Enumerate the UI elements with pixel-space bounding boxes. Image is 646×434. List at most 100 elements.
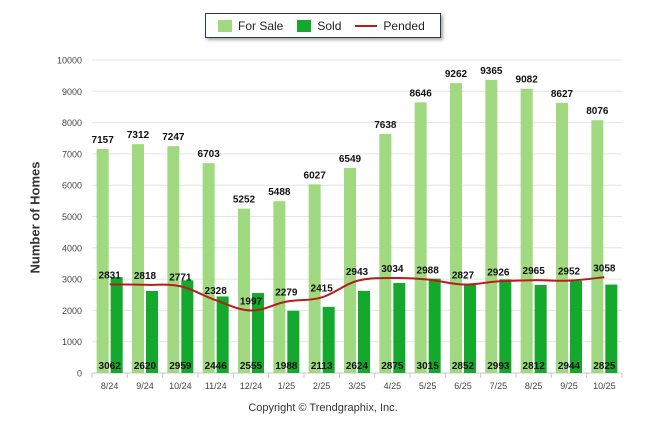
legend-label-pended: Pended — [383, 18, 425, 33]
legend-swatch-for-sale — [218, 19, 232, 32]
y-tick-label: 8000 — [62, 118, 82, 128]
data-label-for-sale: 6027 — [304, 170, 327, 181]
data-label-sold: 2555 — [240, 361, 263, 372]
bar-sold — [534, 284, 547, 373]
bar-sold — [216, 296, 229, 373]
data-label-pended: 1997 — [240, 296, 263, 307]
bar-sold — [322, 306, 335, 373]
legend-swatch-pended — [355, 24, 378, 27]
data-label-for-sale: 8646 — [410, 88, 433, 99]
y-tick-label: 6000 — [62, 181, 82, 191]
data-label-pended: 3034 — [381, 264, 404, 275]
bar-sold — [110, 277, 123, 373]
data-label-pended: 2415 — [311, 283, 334, 294]
y-tick-label: 10000 — [57, 56, 82, 66]
data-label-sold: 2959 — [169, 361, 192, 372]
x-tick-label: 10/25 — [593, 381, 616, 391]
bar-sold — [605, 284, 618, 373]
bar-sold — [358, 290, 370, 373]
bar-for-sale — [273, 201, 286, 373]
x-tick-label: 10/24 — [169, 381, 192, 391]
y-tick-label: 3000 — [62, 275, 82, 285]
data-label-for-sale: 6703 — [198, 149, 221, 160]
x-tick-label: 2/25 — [313, 381, 331, 391]
x-tick-label: 8/24 — [101, 381, 119, 391]
x-tick-label: 8/25 — [525, 381, 543, 391]
y-tick-label: 2000 — [62, 306, 82, 316]
legend-item-pended[interactable]: Pended — [355, 18, 425, 33]
data-label-pended: 2926 — [487, 267, 510, 278]
data-label-for-sale: 9082 — [516, 75, 539, 86]
legend: For Sale Sold Pended — [205, 13, 441, 38]
line-pended — [109, 276, 605, 312]
x-tick-label: 4/25 — [384, 381, 402, 391]
y-tick-label: 0 — [77, 369, 82, 379]
bar-sold — [287, 310, 300, 373]
y-tick-label: 9000 — [62, 87, 82, 97]
x-tick-label: 3/25 — [348, 381, 366, 391]
bar-for-sale — [344, 168, 356, 373]
bar-sold — [181, 280, 194, 373]
data-label-pended: 3058 — [593, 263, 616, 274]
data-label-sold: 3015 — [417, 361, 440, 372]
data-label-pended: 2988 — [417, 265, 440, 276]
data-label-sold: 2113 — [311, 361, 333, 372]
data-label-pended: 2831 — [99, 270, 122, 281]
legend-label-for-sale: For Sale — [238, 18, 284, 33]
legend-item-for-sale[interactable]: For Sale — [218, 19, 283, 33]
data-label-pended: 2952 — [558, 267, 581, 278]
data-label-sold: 2852 — [452, 361, 475, 372]
data-label-sold: 2944 — [558, 361, 581, 372]
data-label-for-sale: 7312 — [127, 130, 150, 141]
bar-for-sale — [238, 208, 250, 373]
data-label-pended: 2279 — [275, 288, 298, 299]
data-label-for-sale: 7638 — [374, 120, 397, 131]
bar-for-sale — [132, 144, 144, 373]
bar-sold — [570, 280, 582, 373]
data-label-pended: 2328 — [205, 286, 228, 297]
data-label-sold: 2812 — [523, 361, 546, 372]
x-tick-label: 9/24 — [136, 381, 154, 391]
legend-swatch-sold — [297, 19, 312, 32]
bar-for-sale — [485, 79, 498, 374]
bar-for-sale — [202, 163, 215, 373]
data-label-sold: 2446 — [205, 361, 228, 372]
x-tick-label: 12/24 — [240, 381, 263, 391]
bar-for-sale — [96, 148, 109, 373]
legend-item-sold[interactable]: Sold — [297, 19, 341, 33]
x-tick-label: 7/25 — [490, 381, 508, 391]
data-label-sold: 2825 — [593, 361, 616, 372]
data-label-for-sale: 9262 — [445, 69, 468, 80]
data-label-pended: 2965 — [523, 266, 546, 277]
bar-for-sale — [167, 146, 180, 373]
bar-sold — [146, 290, 158, 373]
data-label-for-sale: 5488 — [268, 187, 291, 198]
data-label-sold: 2624 — [346, 361, 369, 372]
data-label-sold: 1988 — [275, 361, 298, 372]
data-label-for-sale: 5252 — [233, 195, 256, 206]
x-tick-label: 1/25 — [278, 381, 296, 391]
bar-sold — [428, 278, 441, 373]
bar-sold — [499, 279, 512, 373]
data-label-sold: 2993 — [487, 361, 510, 372]
bar-for-sale — [379, 133, 392, 373]
x-tick-label: 9/25 — [560, 381, 578, 391]
bar-for-sale — [591, 120, 604, 374]
data-label-pended: 2827 — [452, 271, 475, 282]
data-label-for-sale: 8627 — [551, 89, 574, 100]
bar-for-sale — [556, 102, 568, 373]
data-label-for-sale: 7247 — [162, 132, 185, 143]
y-tick-label: 5000 — [62, 212, 82, 222]
copyright-text: Copyright © Trendgraphix, Inc. — [248, 402, 398, 414]
y-tick-label: 1000 — [62, 337, 82, 347]
data-label-pended: 2943 — [346, 267, 369, 278]
bar-sold — [252, 293, 264, 373]
y-tick-label: 7000 — [62, 149, 82, 159]
bar-for-sale — [414, 102, 427, 374]
x-tick-label: 5/25 — [419, 381, 437, 391]
data-label-for-sale: 6549 — [339, 154, 362, 165]
bar-for-sale — [308, 184, 321, 373]
data-label-sold: 2620 — [134, 361, 157, 372]
data-label-for-sale: 7157 — [92, 135, 115, 146]
